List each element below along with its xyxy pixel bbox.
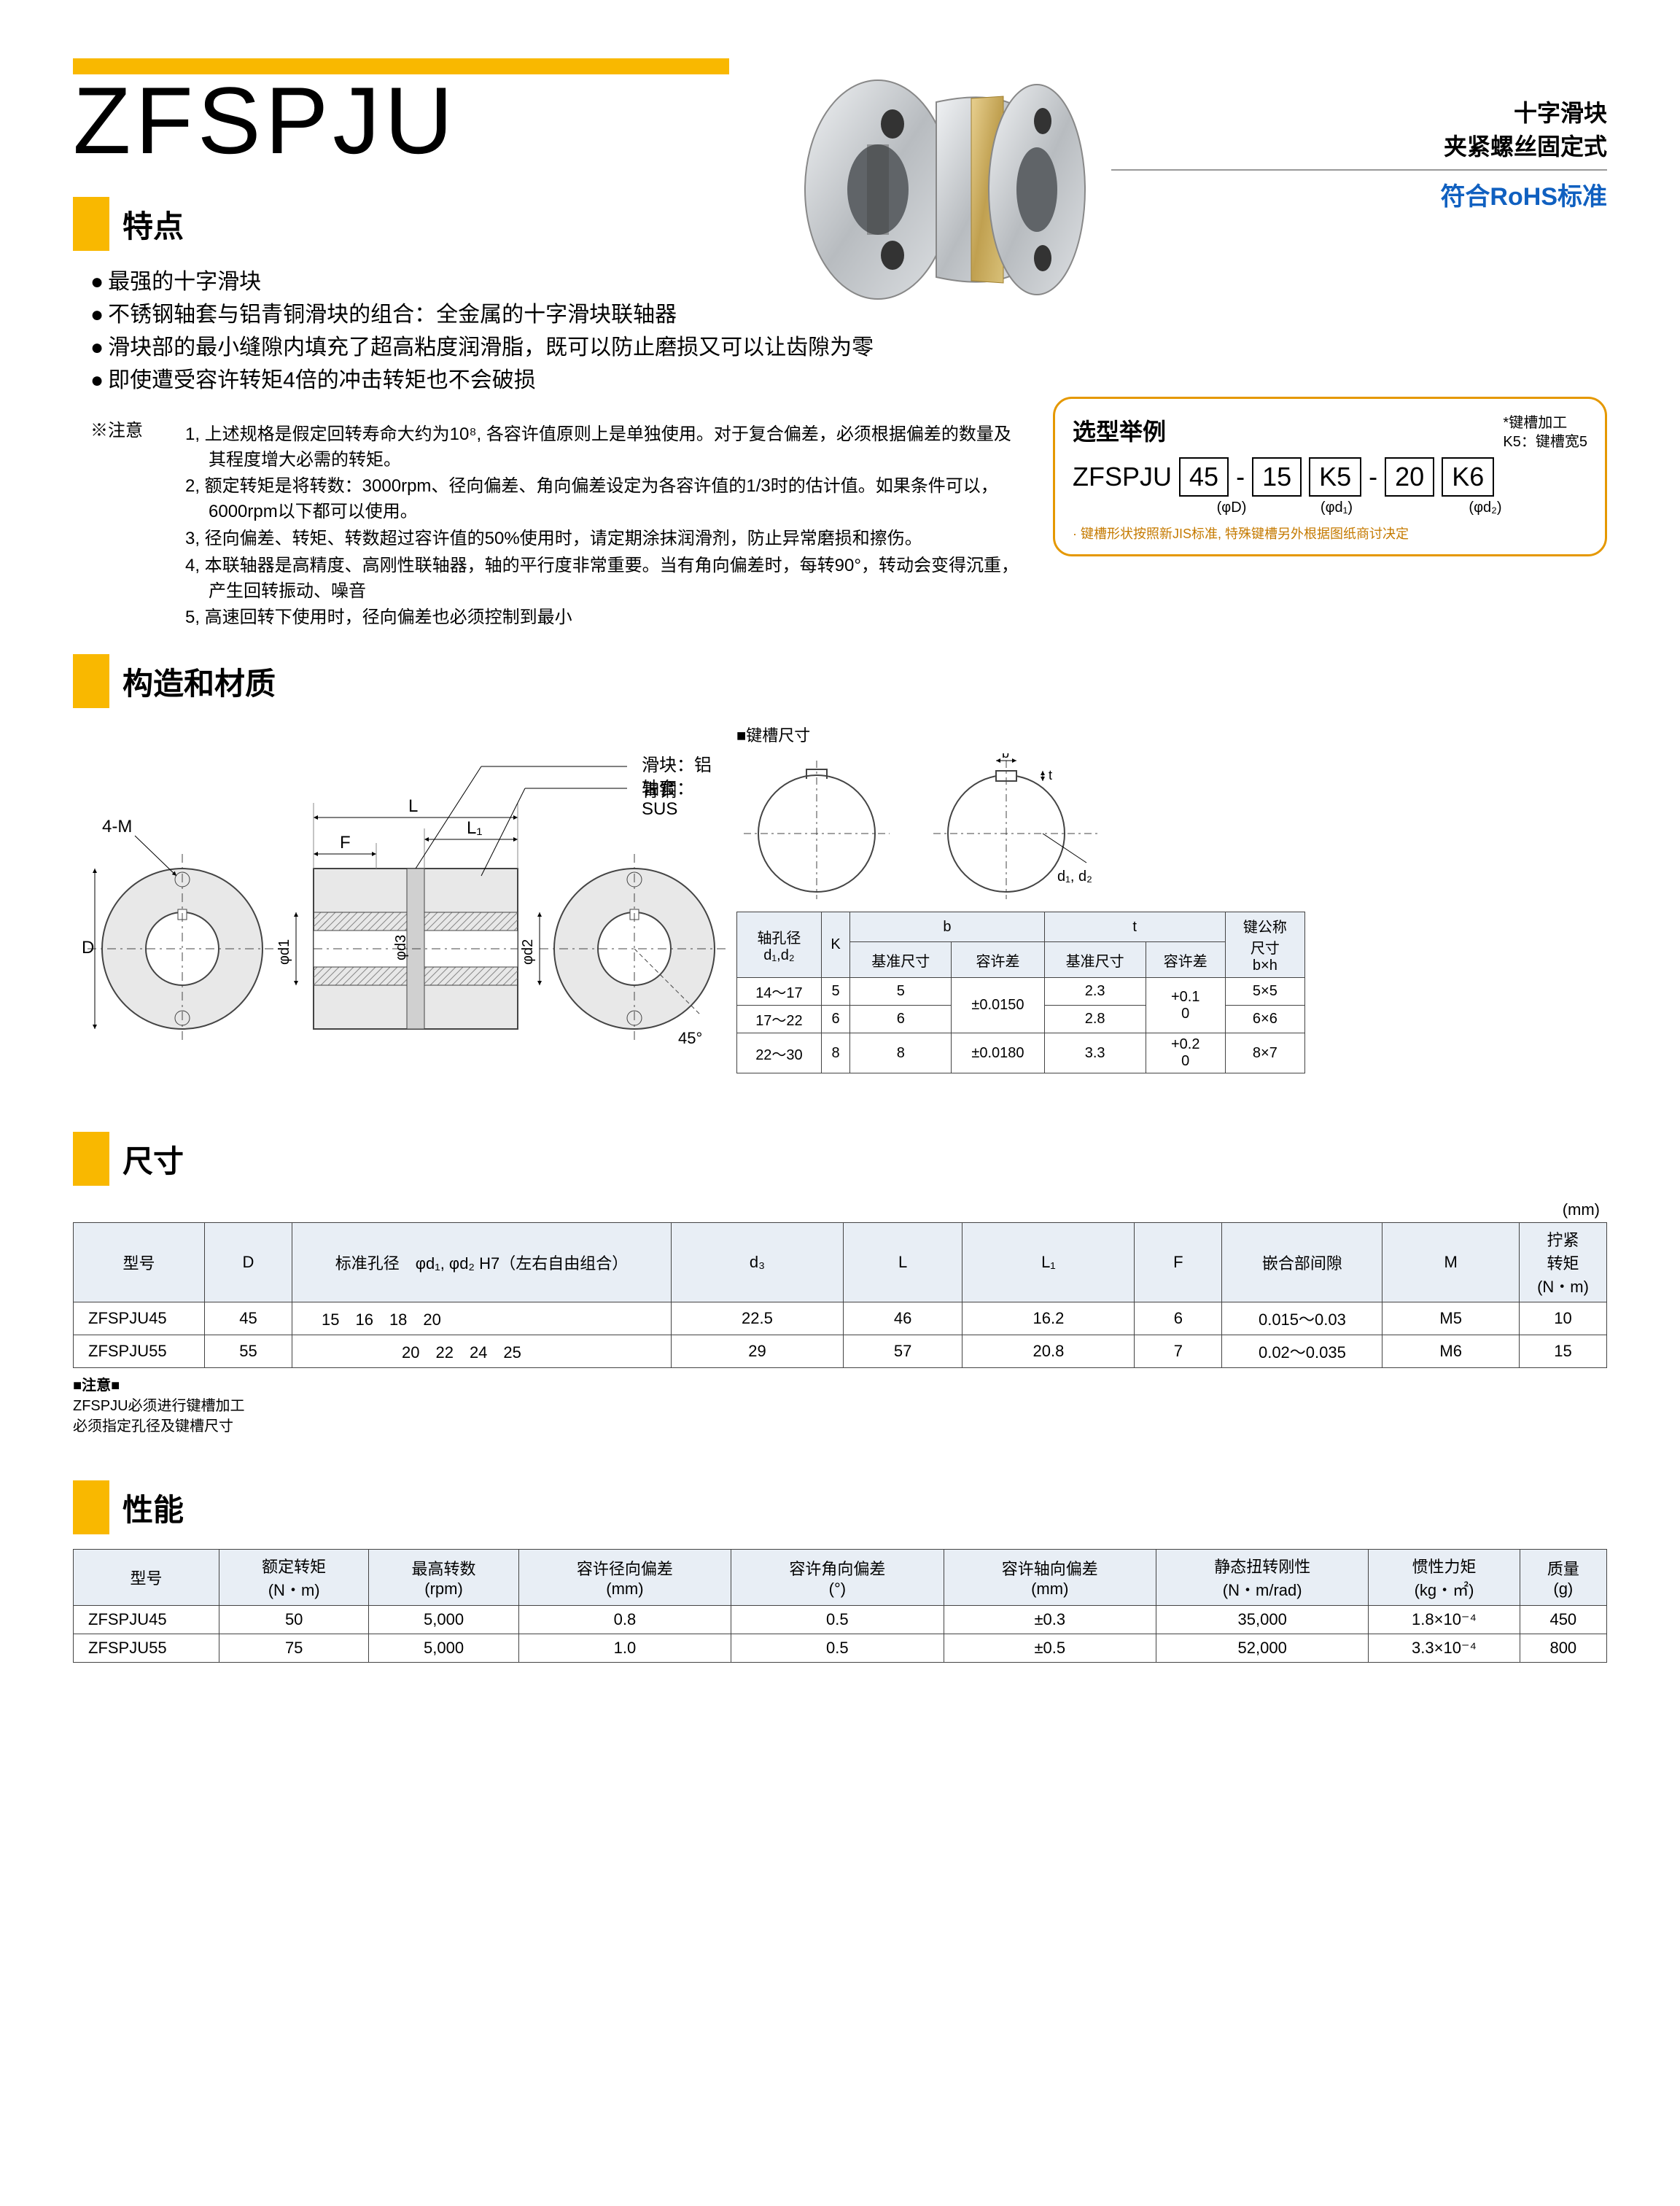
construction-heading: 构造和材质 bbox=[122, 659, 276, 704]
svg-text:4-M: 4-M bbox=[102, 817, 132, 836]
dimensions-table: 型号 D 标准孔径 φd₁, φd₂ H7（左右自由组合） d₃ L L₁ F … bbox=[73, 1222, 1607, 1368]
selection-title: 选型举例 bbox=[1073, 413, 1166, 447]
product-type-line1: 十字滑块 bbox=[1111, 95, 1607, 128]
svg-text:D: D bbox=[82, 938, 94, 958]
svg-text:F: F bbox=[340, 833, 351, 853]
svg-text:d₁, d₂: d₁, d₂ bbox=[1057, 869, 1092, 885]
table-row: ZFSPJU45 45 15 16 18 20 22.546 16.26 0.0… bbox=[74, 1302, 1607, 1335]
note-item: 5, 高速回转下使用时，径向偏差也必须控制到最小 bbox=[185, 605, 1024, 631]
svg-text:t: t bbox=[1049, 768, 1052, 782]
note-item: 4, 本联轴器是高精度、高刚性联轴器，轴的平行度非常重要。当有角向偏差时，每转9… bbox=[185, 554, 1024, 605]
col-key: 键公称 尺寸 b×h bbox=[1225, 912, 1304, 978]
yellow-block-icon bbox=[73, 197, 109, 251]
dimensions-section-header: 尺寸 bbox=[73, 1132, 1607, 1186]
table-row: ZFSPJU55 55 20 22 24 25 2957 20.87 0.02～… bbox=[74, 1335, 1607, 1368]
dimensions-heading: 尺寸 bbox=[122, 1137, 184, 1181]
yellow-block-icon bbox=[73, 1480, 109, 1534]
selection-example-row: ZFSPJU 45 - 15 K5 - 20 K6 bbox=[1073, 457, 1587, 497]
notes-label: ※注意 bbox=[90, 419, 143, 444]
note-item: 2, 额定转矩是将转数：3000rpm、径向偏差、角向偏差设定为各容许值的1/3… bbox=[185, 474, 1024, 525]
yellow-block-icon bbox=[73, 1132, 109, 1186]
svg-text:φd1: φd1 bbox=[276, 939, 292, 965]
note-item: 1, 上述规格是假定回转寿命大约为10⁸, 各容许值原则上是单独使用。对于复合偏… bbox=[185, 422, 1024, 473]
sel-param-k1: K5 bbox=[1309, 457, 1361, 497]
svg-text:φd3: φd3 bbox=[393, 935, 409, 960]
product-render-illustration bbox=[790, 44, 1111, 321]
selection-footnote: · 键槽形状按照新JIS标准, 特殊键槽另外根据图纸商讨决定 bbox=[1073, 524, 1587, 543]
dimensions-unit-label: (mm) bbox=[73, 1200, 1607, 1219]
performance-table: 型号 额定转矩 (N・m) 最高转数 (rpm) 容许径向偏差 (mm) 容许角… bbox=[73, 1549, 1607, 1663]
col-t: t bbox=[1044, 912, 1225, 942]
table-row: ZFSPJU45 505,000 0.80.5 ±0.335,000 1.8×1… bbox=[74, 1606, 1607, 1634]
product-type-line2: 夹紧螺丝固定式 bbox=[1111, 128, 1607, 162]
note-item: 3, 径向偏差、转矩、转数超过容许值的50%使用时，请定期涂抹润滑剂，防止异常磨… bbox=[185, 527, 1024, 552]
notes-block: ※注意 1, 上述规格是假定回转寿命大约为10⁸, 各容许值原则上是单独使用。对… bbox=[73, 419, 1024, 632]
sel-product-code: ZFSPJU bbox=[1073, 462, 1172, 492]
selection-sublabels: (φD) (φd₁) (φd₂) bbox=[1073, 500, 1587, 516]
sel-param-d2: 20 bbox=[1385, 457, 1434, 497]
yellow-block-icon bbox=[73, 654, 109, 708]
svg-text:φd2: φd2 bbox=[520, 939, 536, 965]
technical-drawing: D 4-M L L₁ F φd1 φd3 bbox=[73, 723, 715, 1058]
sel-param-D: 45 bbox=[1179, 457, 1229, 497]
sleeve-material-label: 轴套：SUS bbox=[642, 774, 715, 820]
performance-section-header: 性能 bbox=[73, 1480, 1607, 1534]
dimensions-notes: ■注意■ ZFSPJU必须进行键槽加工 必须指定孔径及键槽尺寸 bbox=[73, 1375, 1607, 1437]
product-header: ZFSPJU 十字滑块 夹紧螺丝固定式 bbox=[73, 58, 1607, 175]
svg-text:L: L bbox=[408, 796, 418, 816]
features-heading: 特点 bbox=[122, 202, 184, 246]
rohs-compliance-label: 符合RoHS标准 bbox=[1111, 169, 1607, 212]
product-title: ZFSPJU bbox=[73, 58, 457, 175]
construction-section-header: 构造和材质 bbox=[73, 654, 1607, 708]
sel-param-d1: 15 bbox=[1252, 457, 1302, 497]
selection-example-box: 选型举例 *键槽加工 K5：键槽宽5 ZFSPJU 45 - 15 K5 - 2… bbox=[1053, 397, 1607, 556]
sel-param-k2: K6 bbox=[1442, 457, 1494, 497]
construction-drawing-area: D 4-M L L₁ F φd1 φd3 bbox=[73, 723, 1607, 1073]
product-type-panel: 十字滑块 夹紧螺丝固定式 符合RoHS标准 bbox=[1111, 95, 1607, 212]
svg-text:45°: 45° bbox=[678, 1029, 702, 1047]
keyway-machining-note: *键槽加工 K5：键槽宽5 bbox=[1503, 413, 1587, 451]
col-b: b bbox=[850, 912, 1044, 942]
performance-heading: 性能 bbox=[122, 1485, 184, 1530]
svg-text:b: b bbox=[1002, 753, 1009, 761]
svg-text:L₁: L₁ bbox=[467, 818, 482, 838]
table-row: ZFSPJU55 755,000 1.00.5 ±0.552,000 3.3×1… bbox=[74, 1634, 1607, 1663]
feature-item: 滑块部的最小缝隙内填充了超高粘度润滑脂，既可以防止磨损又可以让齿隙为零 bbox=[90, 331, 1607, 364]
feature-item: 即使遭受容许转矩4倍的冲击转矩也不会破损 bbox=[90, 364, 1607, 397]
